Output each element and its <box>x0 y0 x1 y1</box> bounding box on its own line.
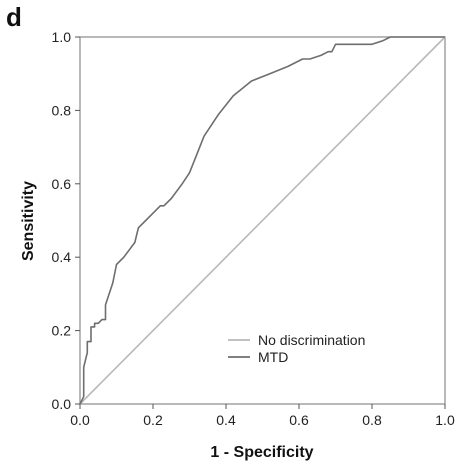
y-tick-label: 1.0 <box>52 29 72 45</box>
series-line-no-discrimination <box>79 36 446 405</box>
y-tick-label: 0.0 <box>52 396 72 412</box>
legend-label: MTD <box>258 349 288 365</box>
x-tick-label: 0.8 <box>362 412 382 428</box>
plot-frame <box>79 36 446 405</box>
x-tick-label: 0.4 <box>216 412 236 428</box>
series-line-mtd <box>79 36 445 405</box>
x-tick-label: 0.0 <box>70 412 90 428</box>
x-tick-label: 1.0 <box>435 412 455 428</box>
y-tick-label: 0.8 <box>52 102 72 118</box>
x-axis-title: 1 - Specificity <box>210 444 313 461</box>
y-axis-title: Sensitivity <box>20 181 37 261</box>
legend-label: No discrimination <box>258 332 365 348</box>
series-layer <box>79 36 446 405</box>
x-tick-label: 0.6 <box>289 412 309 428</box>
y-tick-label: 0.4 <box>52 249 72 265</box>
x-tick-label: 0.2 <box>143 412 163 428</box>
axis-ticks: 0.0 0.2 0.4 0.6 0.8 1.0 0.0 0.2 0.4 0.6 0.8 1.0 <box>52 29 455 428</box>
y-tick-label: 0.2 <box>52 323 72 339</box>
y-tick-label: 0.6 <box>52 176 72 192</box>
panel-label: d <box>6 2 22 32</box>
plot-axes <box>79 36 446 405</box>
